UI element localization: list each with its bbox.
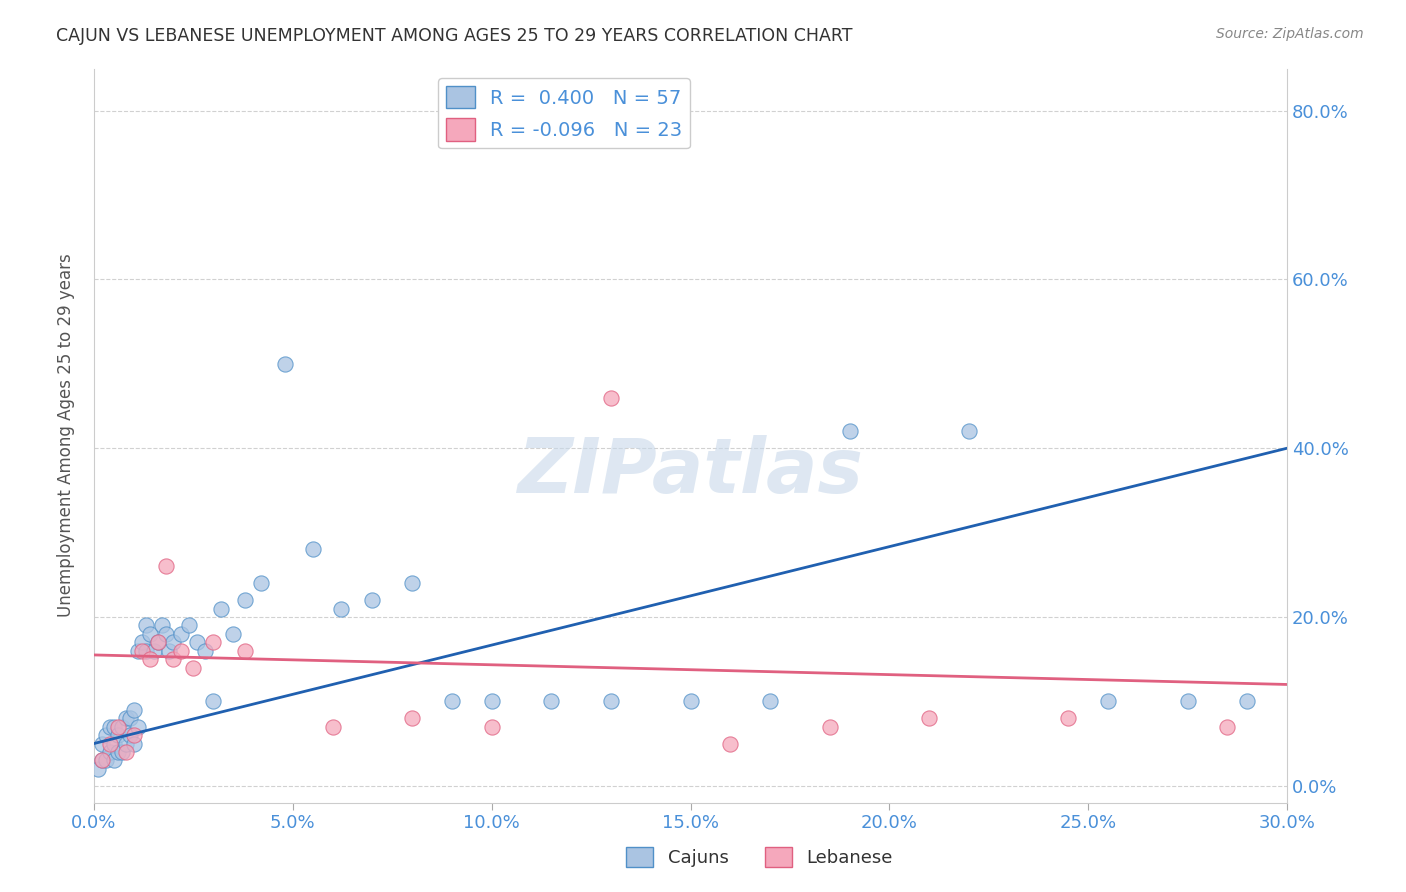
Point [118, 728, 141, 742]
Point [233, 644, 256, 658]
Legend: R =  0.400   N = 57, R = -0.096   N = 23: R = 0.400 N = 57, R = -0.096 N = 23 [437, 78, 690, 148]
Point [122, 703, 145, 717]
Point [114, 745, 136, 759]
Point [118, 711, 141, 725]
Point [250, 576, 273, 591]
Point [150, 618, 173, 632]
Point [481, 720, 503, 734]
Point [718, 737, 741, 751]
Point [274, 357, 297, 371]
Point [111, 720, 134, 734]
Point [131, 644, 153, 658]
Text: Source: ZipAtlas.com: Source: ZipAtlas.com [1216, 27, 1364, 41]
Point [179, 618, 201, 632]
Point [138, 627, 160, 641]
Point [1057, 711, 1080, 725]
Point [170, 644, 193, 658]
Point [103, 753, 125, 767]
Point [90, 737, 112, 751]
Point [838, 425, 860, 439]
Point [98, 745, 121, 759]
Point [401, 576, 423, 591]
Point [194, 644, 217, 658]
Point [209, 601, 232, 615]
Point [94, 753, 117, 767]
Point [679, 694, 702, 708]
Point [155, 627, 177, 641]
Point [222, 627, 245, 641]
Point [322, 720, 344, 734]
Point [111, 745, 134, 759]
Point [90, 753, 112, 767]
Point [127, 644, 149, 658]
Y-axis label: Unemployment Among Ages 25 to 29 years: Unemployment Among Ages 25 to 29 years [58, 253, 75, 617]
Point [1097, 694, 1119, 708]
Point [146, 635, 169, 649]
Point [329, 601, 352, 615]
Point [114, 737, 136, 751]
Point [481, 694, 503, 708]
Point [301, 542, 323, 557]
Point [186, 635, 208, 649]
Point [122, 728, 145, 742]
Point [1236, 694, 1258, 708]
Point [107, 720, 129, 734]
Point [138, 652, 160, 666]
Point [127, 720, 149, 734]
Point [103, 737, 125, 751]
Point [440, 694, 463, 708]
Point [155, 559, 177, 574]
Point [600, 391, 623, 405]
Point [540, 694, 562, 708]
Point [1177, 694, 1199, 708]
Point [146, 635, 169, 649]
Point [202, 635, 225, 649]
Point [401, 711, 423, 725]
Point [87, 762, 110, 776]
Point [131, 635, 153, 649]
Point [98, 737, 121, 751]
Point [107, 745, 129, 759]
Point [159, 644, 181, 658]
Text: ZIPatlas: ZIPatlas [517, 435, 863, 509]
Point [122, 737, 145, 751]
Point [600, 694, 623, 708]
Point [98, 720, 121, 734]
Legend: Cajuns, Lebanese: Cajuns, Lebanese [619, 839, 900, 874]
Point [361, 593, 384, 607]
Text: CAJUN VS LEBANESE UNEMPLOYMENT AMONG AGES 25 TO 29 YEARS CORRELATION CHART: CAJUN VS LEBANESE UNEMPLOYMENT AMONG AGE… [56, 27, 853, 45]
Point [170, 627, 193, 641]
Point [162, 635, 184, 649]
Point [135, 644, 157, 658]
Point [90, 753, 112, 767]
Point [918, 711, 941, 725]
Point [818, 720, 841, 734]
Point [135, 618, 157, 632]
Point [183, 660, 205, 674]
Point [233, 593, 256, 607]
Point [957, 425, 980, 439]
Point [142, 644, 165, 658]
Point [1216, 720, 1239, 734]
Point [94, 728, 117, 742]
Point [107, 728, 129, 742]
Point [162, 652, 184, 666]
Point [103, 720, 125, 734]
Point [202, 694, 225, 708]
Point [759, 694, 782, 708]
Point [114, 711, 136, 725]
